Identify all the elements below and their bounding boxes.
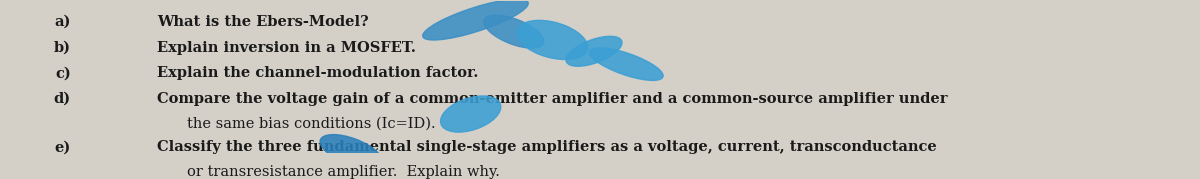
- Ellipse shape: [589, 48, 664, 80]
- Text: a): a): [54, 15, 71, 29]
- Text: c): c): [55, 66, 71, 80]
- Text: Explain inversion in a MOSFET.: Explain inversion in a MOSFET.: [157, 41, 416, 55]
- Text: or transresistance amplifier.  Explain why.: or transresistance amplifier. Explain wh…: [187, 165, 500, 179]
- Text: Classify the three fundamental single-stage amplifiers as a voltage, current, tr: Classify the three fundamental single-st…: [157, 141, 937, 154]
- Text: d): d): [54, 92, 71, 106]
- Ellipse shape: [484, 15, 544, 48]
- Text: Explain the channel-modulation factor.: Explain the channel-modulation factor.: [157, 66, 479, 80]
- Text: the same bias conditions (Ic=ID).: the same bias conditions (Ic=ID).: [187, 116, 436, 130]
- Ellipse shape: [422, 0, 528, 40]
- Ellipse shape: [320, 135, 382, 168]
- Text: e): e): [54, 141, 71, 154]
- Ellipse shape: [517, 20, 588, 60]
- Ellipse shape: [440, 96, 500, 132]
- Text: What is the Ebers-Model?: What is the Ebers-Model?: [157, 15, 368, 29]
- Text: b): b): [54, 41, 71, 55]
- Text: Compare the voltage gain of a common-emitter amplifier and a common-source ampli: Compare the voltage gain of a common-emi…: [157, 92, 948, 106]
- Ellipse shape: [566, 36, 622, 66]
